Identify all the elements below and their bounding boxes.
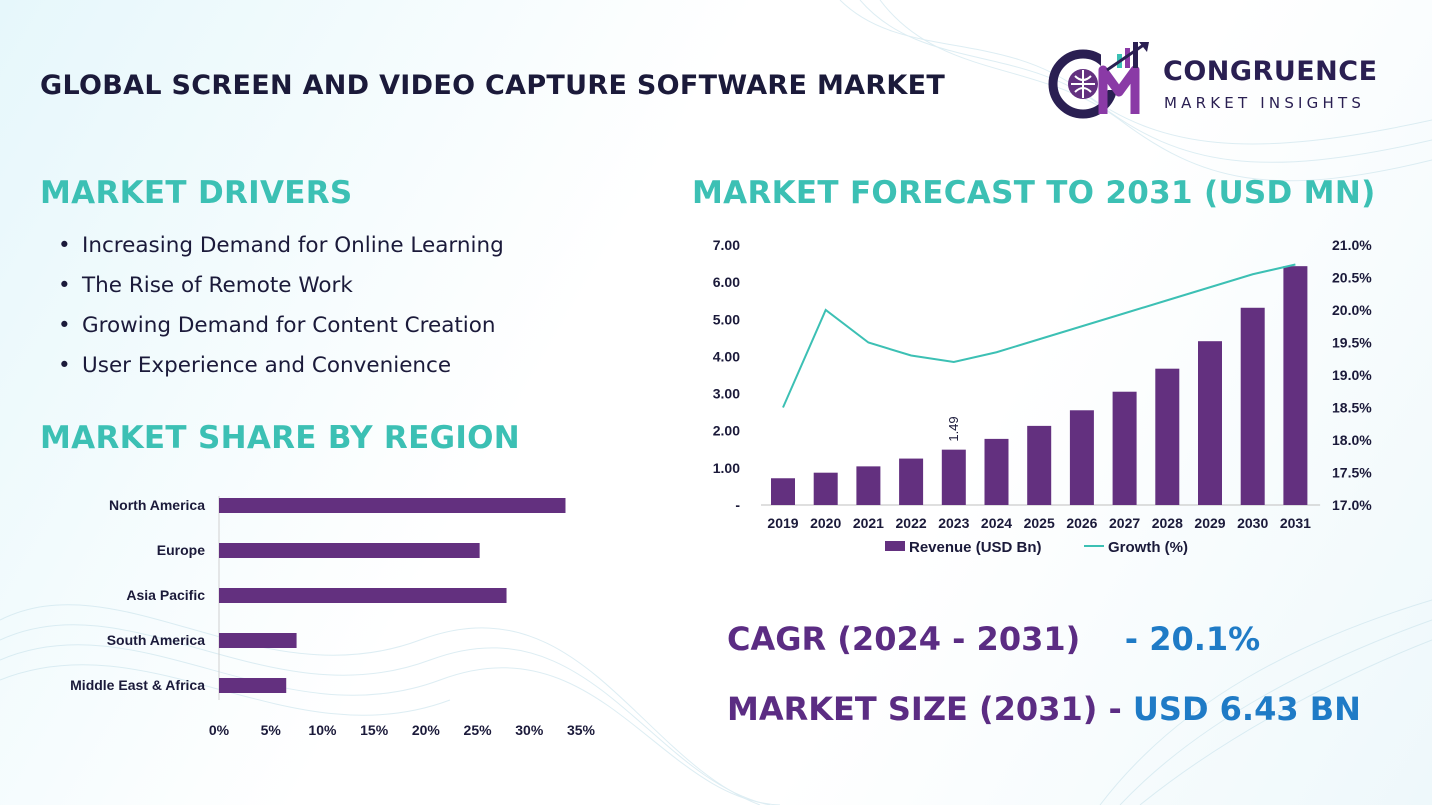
forecast-left-tick-label: 3.00 xyxy=(713,386,740,402)
bullet-icon: • xyxy=(58,353,71,378)
forecast-right-tick-label: 20.0% xyxy=(1332,302,1372,318)
driver-label: The Rise of Remote Work xyxy=(82,273,353,298)
cagr-label: CAGR (2024 - 2031) xyxy=(727,620,1081,658)
forecast-year-label: 2026 xyxy=(1066,515,1097,531)
market-drivers-title: MARKET DRIVERS xyxy=(40,175,353,211)
region-bar xyxy=(219,498,566,513)
forecast-right-tick-label: 19.5% xyxy=(1332,335,1372,351)
region-tick-label: 5% xyxy=(261,722,282,738)
forecast-year-label: 2029 xyxy=(1194,515,1225,531)
cagr-stat: CAGR (2024 - 2031) - 20.1% xyxy=(727,620,1260,658)
region-category-label: North America xyxy=(109,497,205,513)
region-tick-label: 10% xyxy=(308,722,337,738)
driver-label: User Experience and Convenience xyxy=(82,353,452,378)
region-category-label: South America xyxy=(107,632,205,648)
driver-item: • Increasing Demand for Online Learning xyxy=(58,228,504,268)
forecast-left-tick-label: 4.00 xyxy=(713,348,740,364)
forecast-year-label: 2030 xyxy=(1237,515,1268,531)
region-share-chart: North America Europe Asia Pacific South Ame… xyxy=(70,496,596,738)
driver-label: Increasing Demand for Online Learning xyxy=(82,233,504,258)
forecast-revenue-bar xyxy=(1283,266,1308,505)
region-bar xyxy=(219,543,480,558)
forecast-chart: - 1.00 2.00 3.00 4.00 5.00 6.00 7.00 17.0% 17.5% 1… xyxy=(713,237,1372,556)
forecast-right-tick-label: 17.0% xyxy=(1332,497,1372,513)
bullet-icon: • xyxy=(58,273,71,298)
forecast-revenue-bar xyxy=(1027,425,1052,505)
driver-item: • The Rise of Remote Work xyxy=(58,268,504,308)
forecast-right-tick-label: 19.0% xyxy=(1332,367,1372,383)
forecast-year-label: 2020 xyxy=(810,515,841,531)
driver-item: • User Experience and Convenience xyxy=(58,348,504,388)
forecast-left-tick-label: 1.00 xyxy=(713,460,740,476)
region-chart-title: MARKET SHARE BY REGION xyxy=(40,420,521,456)
forecast-year-label: 2022 xyxy=(896,515,927,531)
logo-subtitle: MARKET INSIGHTS xyxy=(1164,94,1366,112)
bullet-icon: • xyxy=(58,233,71,258)
forecast-year-label: 2027 xyxy=(1109,515,1140,531)
forecast-revenue-bar xyxy=(813,472,838,505)
region-bar xyxy=(219,678,287,693)
forecast-growth-line xyxy=(782,263,1296,408)
forecast-left-tick-label: 7.00 xyxy=(713,237,740,253)
region-tick-label: 35% xyxy=(567,722,596,738)
legend-growth-label: Growth (%) xyxy=(1108,539,1188,556)
market-size-value: USD 6.43 BN xyxy=(1132,690,1361,728)
forecast-revenue-bar xyxy=(1240,307,1265,505)
region-tick-label: 15% xyxy=(360,722,389,738)
region-category-label: Asia Pacific xyxy=(126,587,205,603)
brand-logo: CONGRUENCE MARKET INSIGHTS xyxy=(1045,40,1405,120)
market-size-stat: MARKET SIZE (2031) - USD 6.43 BN xyxy=(727,690,1361,728)
forecast-right-tick-label: 21.0% xyxy=(1332,237,1372,253)
forecast-year-label: 2021 xyxy=(853,515,884,531)
region-category-label: Europe xyxy=(157,542,205,558)
forecast-revenue-bar xyxy=(984,438,1009,505)
forecast-left-tick-label: 2.00 xyxy=(713,423,740,439)
driver-item: • Growing Demand for Content Creation xyxy=(58,308,504,348)
forecast-revenue-bar xyxy=(771,478,795,505)
market-drivers-list: • Increasing Demand for Online Learning •… xyxy=(58,228,504,388)
region-bar xyxy=(219,633,297,648)
region-tick-label: 25% xyxy=(464,722,493,738)
driver-label: Growing Demand for Content Creation xyxy=(82,313,496,338)
forecast-right-tick-label: 18.0% xyxy=(1332,432,1372,448)
forecast-revenue-bar xyxy=(1198,341,1222,505)
forecast-revenue-bar xyxy=(1155,368,1180,505)
forecast-revenue-bar xyxy=(941,449,966,505)
forecast-right-tick-label: 18.5% xyxy=(1332,400,1372,416)
forecast-data-label: 1.49 xyxy=(946,416,961,441)
forecast-left-tick-label: 5.00 xyxy=(713,311,740,327)
cagr-value: - 20.1% xyxy=(1124,620,1261,658)
logo-mark-icon xyxy=(1048,42,1149,119)
forecast-year-label: 2028 xyxy=(1152,515,1183,531)
forecast-year-label: 2024 xyxy=(981,515,1012,531)
legend-revenue-label: Revenue (USD Bn) xyxy=(909,539,1042,556)
forecast-right-tick-label: 20.5% xyxy=(1332,270,1372,286)
logo-name: CONGRUENCE xyxy=(1163,56,1378,87)
forecast-revenue-bar xyxy=(856,466,881,505)
forecast-revenue-bar xyxy=(899,458,924,505)
region-category-label: Middle East & Africa xyxy=(70,677,205,693)
forecast-year-label: 2019 xyxy=(767,515,798,531)
forecast-year-label: 2023 xyxy=(938,515,969,531)
forecast-year-label: 2025 xyxy=(1024,515,1055,531)
forecast-year-label: 2031 xyxy=(1280,515,1311,531)
forecast-left-tick-label: - xyxy=(735,497,740,513)
bullet-icon: • xyxy=(58,313,71,338)
forecast-revenue-bar xyxy=(1069,410,1094,505)
forecast-right-tick-label: 17.5% xyxy=(1332,465,1372,481)
region-tick-label: 0% xyxy=(209,722,230,738)
legend-revenue-swatch xyxy=(885,541,905,551)
forecast-revenue-bar xyxy=(1112,391,1137,505)
forecast-chart-title: MARKET FORECAST TO 2031 (USD MN) xyxy=(692,175,1376,211)
page-title: GLOBAL SCREEN AND VIDEO CAPTURE SOFTWARE… xyxy=(40,70,946,101)
region-bar xyxy=(219,588,507,603)
region-tick-label: 30% xyxy=(515,722,544,738)
forecast-left-tick-label: 6.00 xyxy=(713,274,740,290)
market-size-label: MARKET SIZE (2031) xyxy=(727,690,1098,728)
region-tick-label: 20% xyxy=(412,722,441,738)
